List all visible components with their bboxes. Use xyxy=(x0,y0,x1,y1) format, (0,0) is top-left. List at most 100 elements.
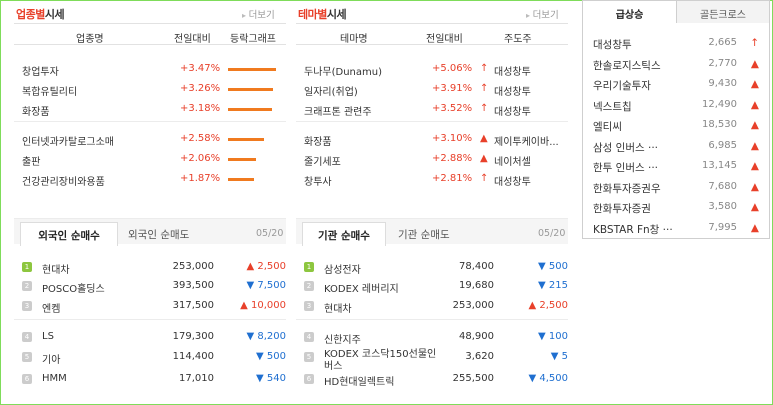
triangle-down-icon: ▼ xyxy=(528,373,540,384)
institution-row[interactable]: 1 삼성전자 78,400 ▼ 500 xyxy=(304,261,568,276)
institution-name[interactable]: 신한지주 xyxy=(324,335,361,346)
industry-bar xyxy=(228,88,273,91)
institution-row[interactable]: 6 HD현대일렉트릭 255,500 ▼ 4,500 xyxy=(304,373,568,388)
ranking-row[interactable]: 넥스트칩 12,490 ▲ xyxy=(593,99,763,113)
industry-row[interactable]: 화장품 +3.18% xyxy=(22,103,286,118)
foreign-name[interactable]: 현대차 xyxy=(42,265,70,276)
ranking-row[interactable]: 한화투자증권 3,580 ▲ xyxy=(593,201,763,215)
industry-change: +1.87% xyxy=(180,173,221,184)
theme-row[interactable]: 줄기세포 +2.88% ▲ 네이처셀 xyxy=(304,153,568,168)
foreign-name[interactable]: LS xyxy=(42,331,54,342)
industry-row[interactable]: 복합유틸리티 +3.26% xyxy=(22,83,286,98)
theme-row[interactable]: 두나무(Dunamu) +5.06% ↑ 대성창투 xyxy=(304,63,568,78)
institution-price: 19,680 xyxy=(459,280,494,291)
institution-price: 78,400 xyxy=(459,261,494,272)
tab-rising[interactable]: 급상승 xyxy=(583,1,676,23)
ranking-name[interactable]: 한솔로지스틱스 xyxy=(593,59,661,72)
ranking-name[interactable]: 우리기술투자 xyxy=(593,80,651,92)
foreign-name[interactable]: POSCO홀딩스 xyxy=(42,284,105,295)
institution-name[interactable]: HD현대일렉트릭 xyxy=(324,377,395,388)
foreign-row[interactable]: 5 기아 114,400 ▼ 500 xyxy=(22,351,286,366)
institution-date: 05/20 xyxy=(538,228,566,239)
institution-row[interactable]: 3 현대차 253,000 ▲ 2,500 xyxy=(304,300,568,315)
industry-more-link[interactable]: 더보기 xyxy=(242,7,275,21)
triangle-up-icon: ▲ xyxy=(480,133,488,144)
institution-name[interactable]: 현대차 xyxy=(324,304,352,315)
ranking-row[interactable]: 한투 인버스 ··· 13,145 ▲ xyxy=(593,160,763,174)
ranking-row[interactable]: 엘티씨 18,530 ▲ xyxy=(593,119,763,133)
industry-bar xyxy=(228,158,256,161)
foreign-name[interactable]: 기아 xyxy=(42,355,61,366)
institution-row[interactable]: 2 KODEX 레버리지 19,680 ▼ 215 xyxy=(304,280,568,295)
theme-change: +5.06% xyxy=(432,63,473,74)
ranking-name[interactable]: 한화투자증권우 xyxy=(593,182,661,195)
institution-row[interactable]: 4 신한지주 48,900 ▼ 100 xyxy=(304,331,568,346)
institution-diff: ▼ 5 xyxy=(508,351,568,362)
ranking-row[interactable]: 한솔로지스틱스 2,770 ▲ xyxy=(593,58,763,72)
ranking-name[interactable]: 넥스트칩 xyxy=(593,100,632,113)
industry-row[interactable]: 인터넷과카탈로그소매 +2.58% xyxy=(22,133,286,148)
theme-leader[interactable]: 네이처셀 xyxy=(494,157,531,168)
industry-name: 출판 xyxy=(22,157,41,168)
ranking-price: 18,530 xyxy=(702,119,737,130)
theme-leader[interactable]: 대성창투 xyxy=(494,87,531,98)
theme-more-link[interactable]: 더보기 xyxy=(526,7,559,21)
ranking-row[interactable]: 대성창투 2,665 ↑ xyxy=(593,37,763,51)
tab-foreign-sell[interactable]: 외국인 순매도 xyxy=(128,229,190,241)
foreign-row[interactable]: 6 HMM 17,010 ▼ 540 xyxy=(22,373,286,387)
ranking-price: 13,145 xyxy=(702,160,737,171)
foreign-divider xyxy=(14,319,286,320)
tab-institution-buy[interactable]: 기관 순매수 xyxy=(302,222,386,246)
triangle-up-icon: ▲ xyxy=(750,98,759,111)
theme-leader[interactable]: 대성창투 xyxy=(494,177,531,188)
theme-leader[interactable]: 대성창투 xyxy=(494,67,531,78)
theme-row[interactable]: 크래프톤 관련주 +3.52% ↑ 대성창투 xyxy=(304,103,568,118)
industry-title[interactable]: 업종별시세 xyxy=(16,8,65,21)
ranking-name[interactable]: KBSTAR Fn창 ··· xyxy=(593,223,673,236)
foreign-row[interactable]: 1 현대차 253,000 ▲ 2,500 xyxy=(22,261,286,276)
ranking-row[interactable]: 한화투자증권우 7,680 ▲ xyxy=(593,181,763,195)
ranking-row[interactable]: 우리기술투자 9,430 ▲ xyxy=(593,78,763,92)
theme-leader[interactable]: 대성창투 xyxy=(494,107,531,118)
ranking-name[interactable]: 대성창투 xyxy=(593,39,632,51)
ranking-row[interactable]: KBSTAR Fn창 ··· 7,995 ▲ xyxy=(593,222,763,236)
ranking-name[interactable]: 엘티씨 xyxy=(593,121,622,133)
foreign-diff-value: 8,200 xyxy=(257,331,286,342)
rank-badge: 4 xyxy=(304,332,314,342)
theme-row[interactable]: 화장품 +3.10% ▲ 제이투케이바... xyxy=(304,133,568,148)
institution-name[interactable]: KODEX 레버리지 xyxy=(324,284,399,295)
theme-leader[interactable]: 제이투케이바... xyxy=(494,137,559,148)
foreign-diff: ▼ 8,200 xyxy=(226,331,286,342)
ranking-name[interactable]: 삼성 인버스 ··· xyxy=(593,141,658,154)
triangle-up-icon: ▲ xyxy=(750,139,759,152)
institution-row[interactable]: 5 버스 KODEX 코스닥150선물인 3,620 ▼ 5 xyxy=(304,349,568,372)
ranking-name[interactable]: 한화투자증권 xyxy=(593,203,651,215)
institution-price: 255,500 xyxy=(452,373,494,384)
foreign-name[interactable]: HMM xyxy=(42,373,67,384)
tab-golden-cross[interactable]: 골든크로스 xyxy=(676,1,769,23)
rank-badge: 4 xyxy=(22,332,32,342)
institution-name[interactable]: 삼성전자 xyxy=(324,265,361,276)
triangle-up-icon: ▲ xyxy=(750,180,759,193)
institution-diff: ▲ 2,500 xyxy=(508,300,568,311)
theme-title[interactable]: 테마별시세 xyxy=(298,8,347,21)
tab-institution-sell[interactable]: 기관 순매도 xyxy=(398,229,450,241)
institution-name[interactable]: KODEX 코스닥150선물인 xyxy=(324,349,437,360)
ranking-name[interactable]: 한투 인버스 ··· xyxy=(593,162,658,174)
ranking-row[interactable]: 삼성 인버스 ··· 6,985 ▲ xyxy=(593,140,763,154)
foreign-price: 393,500 xyxy=(172,280,214,291)
industry-row[interactable]: 건강관리장비와용품 +1.87% xyxy=(22,173,286,188)
theme-row[interactable]: 일자리(취업) +3.91% ↑ 대성창투 xyxy=(304,83,568,98)
industry-row[interactable]: 출판 +2.06% xyxy=(22,153,286,168)
industry-name: 복합유틸리티 xyxy=(22,87,78,98)
theme-row[interactable]: 창투사 +2.81% ↑ 대성창투 xyxy=(304,173,568,188)
foreign-name[interactable]: 엔켐 xyxy=(42,304,61,315)
foreign-row[interactable]: 3 엔켐 317,500 ▲ 10,000 xyxy=(22,300,286,315)
institution-diff: ▼ 100 xyxy=(508,331,568,342)
foreign-row[interactable]: 2 POSCO홀딩스 393,500 ▼ 7,500 xyxy=(22,280,286,295)
industry-name: 화장품 xyxy=(22,107,50,118)
triangle-up-icon: ▲ xyxy=(750,160,759,172)
foreign-row[interactable]: 4 LS 179,300 ▼ 8,200 xyxy=(22,331,286,345)
tab-foreign-buy[interactable]: 외국인 순매수 xyxy=(20,222,118,246)
industry-row[interactable]: 창업투자 +3.47% xyxy=(22,63,286,78)
